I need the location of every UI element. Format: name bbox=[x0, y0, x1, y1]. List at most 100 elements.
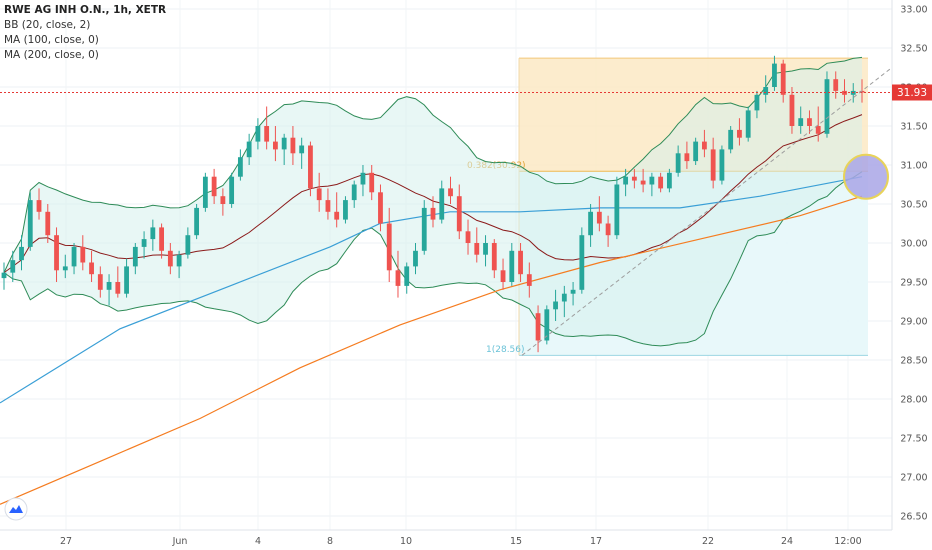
price-tick-label: 29.00 bbox=[900, 317, 927, 328]
candle bbox=[772, 55, 777, 91]
candle bbox=[421, 200, 427, 255]
candle bbox=[448, 176, 453, 204]
candle-body bbox=[115, 282, 121, 294]
candle-body bbox=[106, 282, 112, 290]
candle-body bbox=[360, 172, 366, 185]
last-price-marker: 31.93 bbox=[892, 84, 932, 101]
candle-body bbox=[509, 250, 515, 282]
candle bbox=[124, 258, 129, 298]
candle bbox=[526, 262, 532, 298]
candle-body bbox=[150, 227, 156, 240]
candle bbox=[535, 305, 541, 353]
indicator-ma200[interactable]: MA (200, close, 0) bbox=[4, 49, 99, 61]
candle bbox=[596, 196, 602, 232]
candle-body bbox=[246, 141, 252, 158]
candle bbox=[54, 227, 59, 282]
time-tick-label: 12:00 bbox=[834, 536, 861, 547]
candle bbox=[780, 59, 786, 103]
candle bbox=[789, 87, 795, 134]
candle bbox=[62, 254, 68, 279]
candle bbox=[115, 266, 121, 298]
fib-level-1-label: 1(28.56) bbox=[486, 345, 525, 355]
candle bbox=[623, 168, 629, 197]
candle-body bbox=[807, 118, 812, 126]
candle bbox=[97, 266, 103, 298]
time-tick-label: 4 bbox=[255, 536, 261, 547]
candle bbox=[807, 110, 812, 134]
candle-body bbox=[710, 149, 716, 181]
price-tick-label: 30.00 bbox=[900, 239, 927, 250]
candle-body bbox=[666, 172, 672, 189]
candle bbox=[167, 243, 173, 275]
drawing-overlays[interactable] bbox=[0, 67, 893, 356]
candle bbox=[728, 126, 734, 154]
candle-body bbox=[456, 196, 462, 232]
candle-body bbox=[395, 270, 401, 286]
candle bbox=[237, 149, 243, 181]
price-tick-label: 26.50 bbox=[900, 512, 927, 523]
candle bbox=[518, 243, 523, 282]
price-tick-label: 28.00 bbox=[900, 395, 927, 406]
candle bbox=[80, 235, 86, 271]
candle bbox=[500, 258, 506, 290]
candle-body bbox=[684, 153, 690, 162]
candle-body bbox=[763, 87, 769, 95]
candle-body bbox=[378, 192, 383, 224]
candle bbox=[754, 90, 760, 119]
candle bbox=[386, 207, 392, 282]
candle-body bbox=[264, 126, 270, 142]
candle bbox=[378, 184, 383, 232]
candle-body bbox=[132, 246, 138, 267]
candle-body bbox=[62, 266, 68, 271]
candle bbox=[36, 188, 42, 220]
candle-body bbox=[570, 289, 576, 294]
time-tick-label: 24 bbox=[781, 536, 793, 547]
candle bbox=[45, 204, 51, 243]
candle-body bbox=[421, 207, 427, 251]
candle bbox=[605, 215, 611, 247]
tradingview-logo-icon[interactable] bbox=[4, 497, 28, 521]
candle bbox=[185, 227, 191, 259]
price-tick-label: 28.50 bbox=[900, 356, 927, 367]
indicator-bollinger[interactable]: BB (20, close, 2) bbox=[4, 19, 91, 31]
candle-body bbox=[185, 235, 191, 255]
candle-body bbox=[553, 301, 558, 310]
candle-body bbox=[824, 79, 830, 134]
candle bbox=[588, 204, 593, 247]
candle-body bbox=[561, 293, 567, 302]
candle bbox=[10, 250, 16, 282]
candle bbox=[202, 172, 208, 212]
candle-body bbox=[754, 94, 760, 111]
candle bbox=[684, 141, 690, 169]
time-axis[interactable]: 27 Jun 4 8 10 15 17 22 24 12:00 bbox=[0, 529, 892, 547]
time-tick-label: Jun bbox=[172, 536, 188, 547]
candle-body bbox=[772, 63, 777, 87]
candle bbox=[150, 219, 156, 251]
price-axis[interactable]: 26.50 27.00 27.50 28.00 28.50 29.00 29.50 30.00… bbox=[891, 0, 928, 530]
price-tick-label: 30.50 bbox=[900, 200, 927, 211]
candle-body bbox=[465, 231, 471, 243]
candle-body bbox=[273, 141, 278, 150]
candle bbox=[132, 243, 138, 275]
candle-body bbox=[745, 110, 751, 138]
candle bbox=[815, 106, 821, 142]
candle-body bbox=[448, 188, 453, 197]
candle bbox=[745, 106, 751, 142]
time-tick-label: 17 bbox=[590, 536, 602, 547]
candle bbox=[544, 305, 550, 345]
price-tick-label: 31.50 bbox=[900, 122, 927, 133]
candle-body bbox=[255, 126, 261, 142]
candle bbox=[649, 172, 655, 197]
candle-body bbox=[334, 211, 340, 220]
candle-body bbox=[640, 180, 646, 185]
candle-body bbox=[36, 200, 42, 212]
symbol-title[interactable]: RWE AG INH O.N., 1h, XETR bbox=[4, 4, 167, 16]
price-tick-label: 27.00 bbox=[900, 473, 927, 484]
candle-body bbox=[579, 235, 585, 290]
time-tick-label: 22 bbox=[702, 536, 714, 547]
candle-body bbox=[483, 243, 488, 255]
candle-body bbox=[780, 63, 786, 95]
indicator-ma100[interactable]: MA (100, close, 0) bbox=[4, 34, 99, 46]
candle-body bbox=[299, 145, 305, 154]
